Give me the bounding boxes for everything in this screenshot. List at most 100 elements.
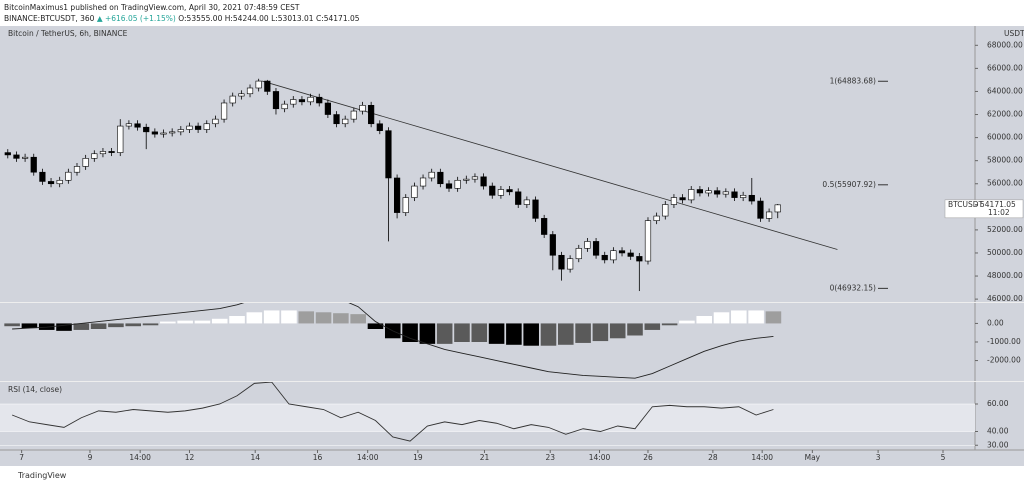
candle-body (39, 171, 46, 182)
candle-body (662, 204, 669, 217)
candle-body (489, 185, 496, 196)
candle-body (740, 194, 747, 198)
candle-body (73, 166, 81, 173)
candle-body (324, 102, 331, 115)
rsi-band (0, 404, 975, 432)
histogram-bar (194, 320, 211, 324)
y-tick-label: 52000.00 (987, 225, 1023, 234)
histogram-bar (661, 323, 678, 326)
candle-body (264, 80, 271, 92)
histogram-bar (540, 323, 557, 346)
fib-label: 0.5(55907.92) (822, 180, 876, 189)
y-unit: USDT (1004, 29, 1024, 38)
x-tick-label: 19 (413, 453, 423, 462)
trendline (262, 80, 838, 250)
candle-body (541, 218, 548, 235)
header: BitcoinMaximus1 published on TradingView… (4, 2, 360, 24)
candle-body (30, 156, 37, 173)
y-tick-label: 40.00 (987, 427, 1009, 436)
ohlc-high: H:54244.00 (224, 14, 269, 23)
histogram-bar (315, 312, 332, 324)
histogram-bar (142, 323, 159, 326)
x-tick-label: 14:00 (129, 453, 151, 462)
histogram-bar (367, 323, 384, 329)
candle-body (722, 191, 729, 195)
histogram-bar (73, 323, 90, 330)
candle-body (151, 131, 158, 135)
y-tick-label: 48000.00 (987, 271, 1023, 280)
candle-body (731, 191, 738, 198)
y-tick-label: -2000.00 (987, 356, 1021, 365)
histogram-bar (713, 312, 730, 324)
candle-body (463, 178, 470, 181)
histogram-bar (211, 318, 228, 324)
candle-body (195, 125, 202, 130)
candle-body (757, 200, 764, 219)
candle-body (437, 171, 444, 185)
candle-body (765, 211, 773, 219)
rsi-line (11, 382, 774, 442)
y-tick-label: 56000.00 (987, 179, 1023, 188)
histogram-bar (177, 320, 193, 324)
candle-body (281, 103, 288, 110)
candle-body (688, 189, 695, 201)
candle-body (670, 197, 678, 205)
histogram-bar (436, 323, 453, 344)
histogram-bar (4, 323, 20, 327)
author-line: BitcoinMaximus1 published on TradingView… (4, 3, 300, 12)
candle-body (376, 123, 383, 131)
y-tick-label: 60000.00 (987, 133, 1023, 142)
candle-body (350, 110, 357, 120)
candle-body (679, 197, 686, 201)
candle-body (644, 220, 652, 262)
ohlc-low: L:53013.01 (271, 14, 314, 23)
candle-body (610, 250, 617, 261)
candle-body (272, 91, 280, 110)
candle-body (368, 104, 375, 125)
candle-body (229, 95, 236, 104)
y-tick-label: 60.00 (987, 399, 1009, 408)
candle-body (558, 254, 565, 270)
candle-body (47, 181, 55, 185)
candle-body (385, 130, 392, 179)
candle-body (523, 199, 530, 205)
histogram-bar (558, 323, 574, 345)
candle-body (298, 99, 306, 103)
candles (4, 78, 838, 292)
histogram-bar (765, 311, 782, 324)
candle-body (160, 132, 167, 135)
histogram-bar (160, 321, 176, 324)
candle-body (636, 256, 643, 262)
fib-label: 1(64883.68) (830, 76, 876, 85)
footer: TradingView (18, 471, 67, 480)
histogram-bar (627, 323, 643, 336)
y-tick-label: 46000.00 (987, 294, 1023, 303)
chart-background (0, 26, 1024, 466)
x-tick-label: 14:00 (589, 453, 611, 462)
x-tick-label: 3 (876, 453, 881, 462)
y-tick-label: -1000.00 (987, 337, 1021, 346)
candle-body (290, 99, 297, 105)
candle-body (4, 152, 11, 156)
last-price-name: BTCUSDT (948, 200, 984, 209)
pane-title: RSI (14, close) (8, 385, 62, 394)
candle-body (748, 194, 755, 202)
candle-body (471, 176, 479, 180)
y-tick-label: 50000.00 (987, 248, 1023, 257)
ohlc-close: C:54171.05 (315, 14, 360, 23)
histogram-bar (56, 323, 72, 331)
candle-body (203, 123, 210, 130)
candle-body (186, 125, 193, 130)
x-tick-label: 5 (941, 453, 946, 462)
change: ▲ +616.05 (+1.15%) (96, 14, 176, 23)
histogram-bar (108, 323, 124, 328)
candle-body (506, 189, 513, 193)
histogram-bar (229, 316, 245, 324)
candle-body (584, 241, 591, 249)
candle-body (480, 176, 487, 187)
candle-body (333, 114, 340, 125)
candle-body (56, 179, 63, 185)
y-tick-label: 62000.00 (987, 110, 1023, 119)
rsi (11, 382, 774, 442)
symbol: BINANCE:BTCUSDT, 360 (4, 14, 95, 23)
